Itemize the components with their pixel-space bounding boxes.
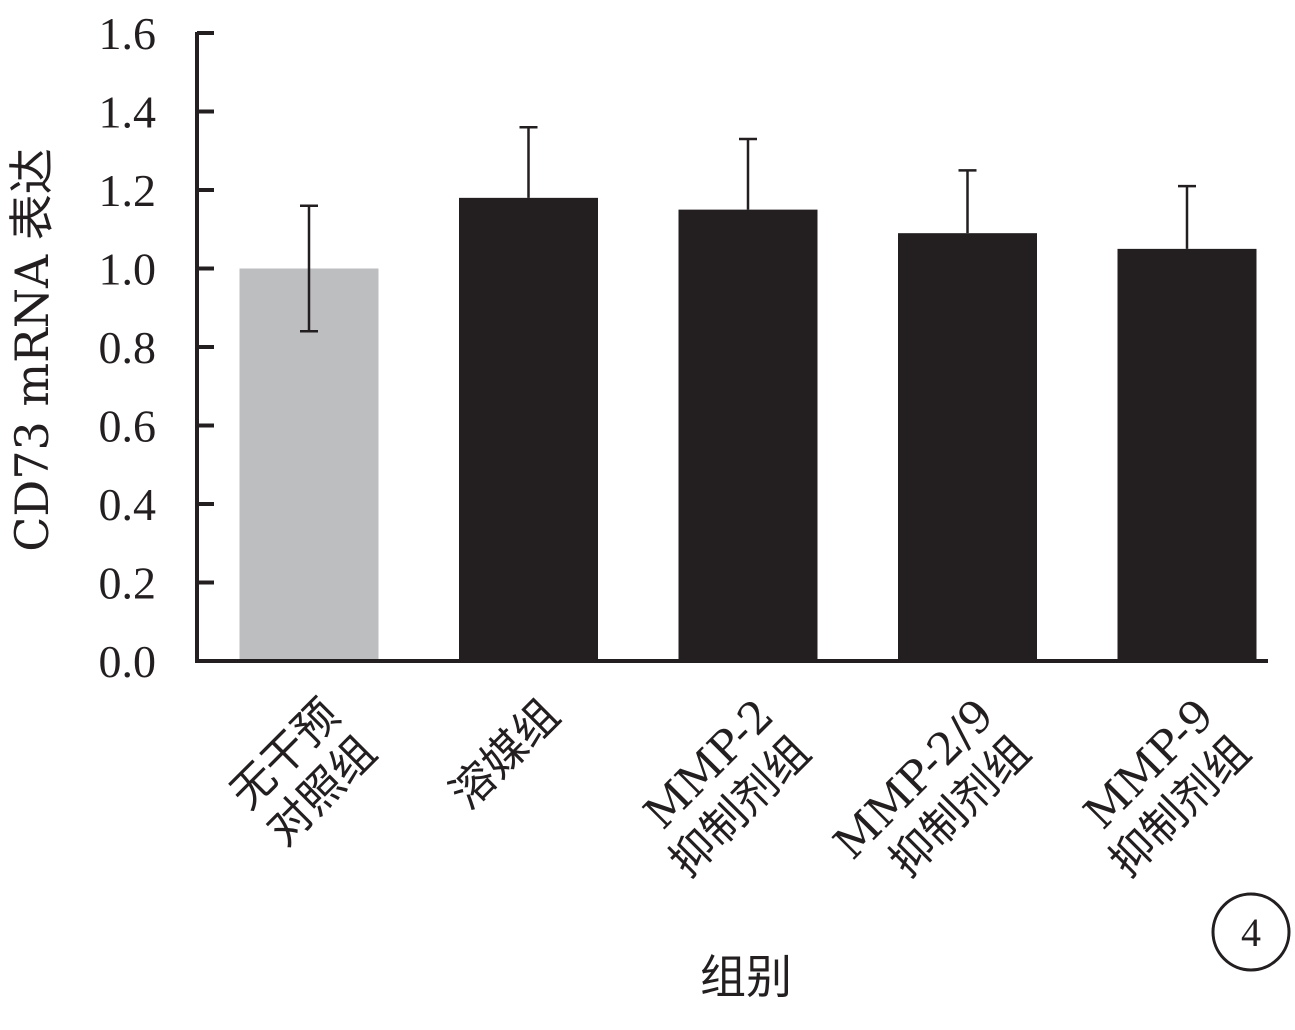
y-tick-label: 0.2: [99, 558, 157, 609]
bar: [678, 209, 818, 661]
y-tick-label: 0.6: [99, 401, 157, 452]
y-tick-label: 0.0: [99, 636, 157, 687]
y-tick-label: 1.6: [99, 8, 157, 59]
y-tick-label: 0.4: [99, 479, 157, 530]
panel-label: 4: [1241, 910, 1261, 955]
x-axis-title: 组别: [700, 950, 792, 1004]
bar: [1117, 248, 1257, 661]
y-axis-ticks: 0.0 0.2 0.4 0.6 0.8 1.0 1.2 1.4 1.6: [99, 8, 214, 687]
y-tick-label: 0.8: [99, 322, 157, 373]
y-tick-label: 1.2: [99, 165, 157, 216]
panel-label-circle: [1211, 892, 1291, 972]
bar: [898, 233, 1037, 662]
category-label: 溶媒组: [440, 690, 569, 819]
bar: [239, 268, 379, 661]
error-bars: [300, 125, 1196, 333]
y-tick-label: 1.0: [99, 244, 157, 295]
bars: [239, 197, 1257, 662]
bar: [459, 197, 598, 661]
y-axis-title: CD73 mRNA 表达: [5, 148, 59, 552]
y-tick-label: 1.4: [99, 87, 157, 138]
